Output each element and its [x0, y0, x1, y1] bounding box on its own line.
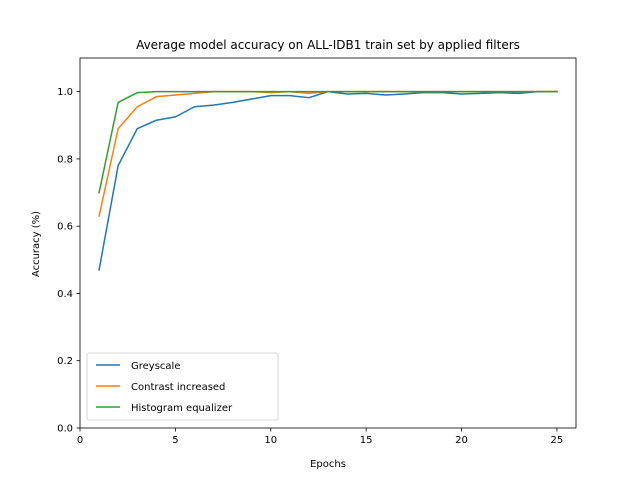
y-axis-title: Accuracy (%) [31, 211, 42, 277]
series-line-2 [98, 90, 558, 194]
x-tick-label: 10 [264, 435, 277, 446]
y-tick-label: 0.2 [57, 356, 73, 367]
chart-title: Average model accuracy on ALL-IDB1 train… [136, 38, 520, 52]
x-tick-label: 0 [77, 435, 83, 446]
y-tick-label: 0.8 [57, 154, 73, 165]
y-tick-label: 0.0 [57, 424, 73, 435]
x-axis: 0 5 10 15 20 25 [77, 428, 563, 446]
y-tick-label: 0.4 [57, 289, 73, 300]
legend-label-0: Greyscale [131, 361, 180, 372]
x-tick-label: 20 [455, 435, 468, 446]
series-line-1 [98, 90, 558, 217]
x-axis-title: Epochs [310, 459, 346, 470]
y-axis: 0.0 0.2 0.4 0.6 0.8 1.0 [57, 87, 80, 435]
x-tick-label: 25 [551, 435, 564, 446]
legend-label-2: Histogram equalizer [131, 403, 233, 414]
plot-area [79, 57, 577, 429]
x-tick-label: 15 [360, 435, 373, 446]
y-tick-label: 0.6 [57, 222, 73, 233]
legend: Greyscale Contrast increased Histogram equ… [86, 352, 279, 421]
legend-label-1: Contrast increased [131, 382, 225, 393]
series-line-0 [98, 90, 558, 271]
x-tick-label: 5 [172, 435, 178, 446]
y-tick-label: 1.0 [57, 87, 73, 98]
legend-box [86, 352, 279, 421]
axes-frame [79, 57, 577, 429]
